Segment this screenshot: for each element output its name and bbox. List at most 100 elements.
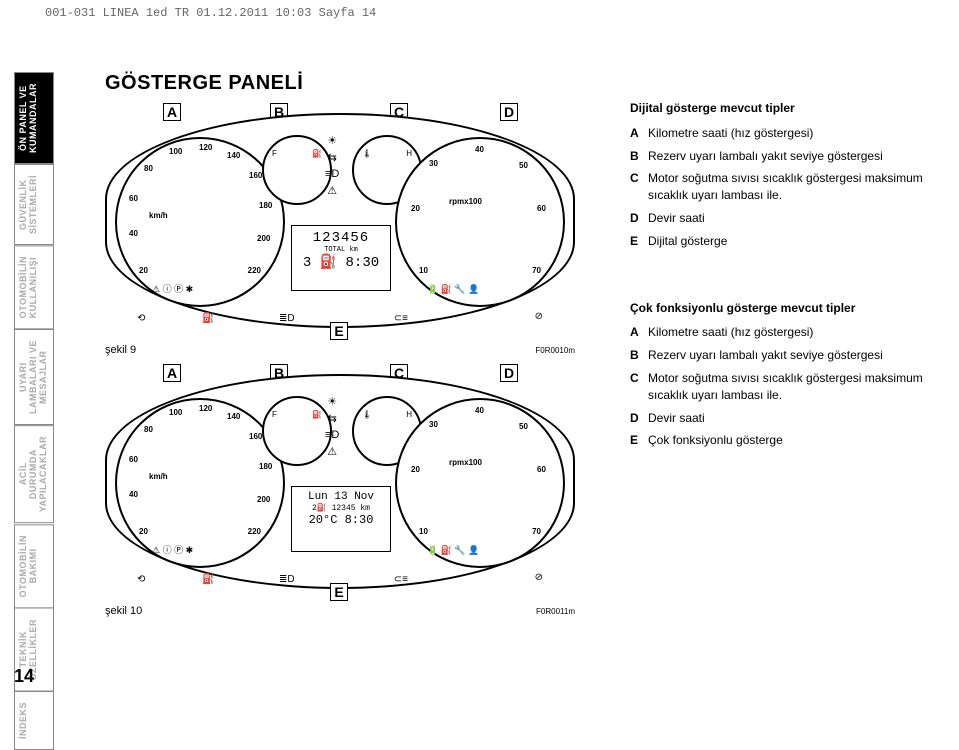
tick: 40 [475, 145, 484, 154]
tick: 60 [537, 204, 546, 213]
bottom-icon: ⊘ [535, 572, 543, 583]
item-text: Rezerv uyarı lambalı yakıt seviye göster… [648, 148, 883, 165]
warning-icons: ⚠ ⓘ Ⓟ ✱ [152, 543, 193, 556]
pointer-d: D [500, 364, 518, 382]
page-number: 14 [14, 666, 34, 687]
item-text: Rezerv uyarı lambalı yakıt seviye göster… [648, 347, 883, 364]
multi-display: Lun 13 Nov 2⛽ 12345 km 20°C 8:30 [291, 486, 391, 552]
tab-on-panel[interactable]: ÖN PANEL VEKUMANDALAR [14, 72, 54, 164]
bottom-icon: ⛽ [202, 313, 214, 324]
tacho-unit: rpmx100 [449, 197, 482, 206]
tab-uyari[interactable]: UYARILAMBALARI VEMESAJLAR [14, 329, 54, 425]
tachometer: rpmx100 10 20 30 40 50 60 70 🔋 ⛽ 🔧 👤 [395, 137, 565, 307]
tick: 140 [227, 412, 240, 421]
clock-line: 3 ⛽ 8:30 [296, 254, 386, 271]
list-item: CMotor soğutma sıvısı sıcaklık gösterges… [630, 370, 930, 404]
list-item: BRezerv uyarı lambalı yakıt seviye göste… [630, 148, 930, 165]
tick: 100 [169, 147, 182, 156]
list-item: CMotor soğutma sıvısı sıcaklık gösterges… [630, 170, 930, 204]
tick: 180 [259, 462, 272, 471]
bottom-icon: ⊂≡ [394, 574, 408, 585]
item-letter: A [630, 125, 648, 142]
tick: 70 [532, 266, 541, 275]
tick: 80 [144, 425, 153, 434]
digital-display: 123456 TOTAL km 3 ⛽ 8:30 [291, 225, 391, 291]
speedo-unit: km/h [149, 211, 168, 220]
item-text: Devir saati [648, 210, 705, 227]
list-item: EÇok fonksiyonlu gösterge [630, 432, 930, 449]
item-text: Devir saati [648, 410, 705, 427]
pointer-a: A [163, 103, 181, 121]
bottom-icon: ≣D [279, 574, 295, 585]
pointer-a: A [163, 364, 181, 382]
tick: 20 [411, 204, 420, 213]
tick: 10 [419, 527, 428, 536]
item-letter: C [630, 370, 648, 404]
item-letter: B [630, 347, 648, 364]
figure-ref: F0R0010m [535, 346, 575, 356]
item-text: Kilometre saati (hız göstergesi) [648, 324, 813, 341]
page-header: 001-031 LINEA 1ed TR 01.12.2011 10:03 Sa… [45, 6, 376, 20]
figure-caption: şekil 9 [105, 344, 136, 356]
warning-icons: 🔋 ⛽ 🔧 👤 [427, 284, 479, 295]
tab-guvenlik[interactable]: GÜVENLİKSİSTEMLERİ [14, 164, 54, 245]
tick: 200 [257, 234, 270, 243]
section-heading: Dijital gösterge mevcut tipler [630, 100, 930, 117]
tick: 30 [429, 159, 438, 168]
item-letter: C [630, 170, 648, 204]
tab-kullanilis[interactable]: OTOMOBİLİNKULLANILIŞI [14, 245, 54, 329]
tick: 20 [139, 527, 148, 536]
tick: 70 [532, 527, 541, 536]
item-text: Kilometre saati (hız göstergesi) [648, 125, 813, 142]
tick: 20 [139, 266, 148, 275]
item-text: Dijital gösterge [648, 233, 727, 250]
tick: 40 [475, 406, 484, 415]
bottom-icon: ⊂≡ [394, 313, 408, 324]
tacho-unit: rpmx100 [449, 458, 482, 467]
tick: 10 [419, 266, 428, 275]
bottom-icon: ≣D [279, 313, 295, 324]
pointer-e: E [330, 583, 348, 601]
temp-clock-line: 20°C 8:30 [296, 513, 386, 527]
tick: 80 [144, 164, 153, 173]
item-text: Motor soğutma sıvısı sıcaklık göstergesi… [648, 370, 930, 404]
list-item: DDevir saati [630, 210, 930, 227]
bottom-icon: ⛽ [202, 574, 214, 585]
total-label: TOTAL km [296, 246, 386, 254]
tick: 180 [259, 201, 272, 210]
item-letter: E [630, 233, 648, 250]
pointer-e: E [330, 322, 348, 340]
tick: 50 [519, 161, 528, 170]
item-letter: D [630, 410, 648, 427]
tick: 20 [411, 465, 420, 474]
fuel-gauge: F ⛽ [262, 396, 332, 466]
tick: 100 [169, 408, 182, 417]
tick: 120 [199, 143, 212, 152]
center-icons: ☀⇆≡D⚠ [325, 133, 339, 199]
bottom-icon: ⊘ [535, 311, 543, 322]
bottom-icon: ⟲ [137, 574, 145, 585]
tab-acil[interactable]: ACİLDURUMDAYAPILACAKLAR [14, 425, 54, 523]
warning-icons: 🔋 ⛽ 🔧 👤 [427, 545, 479, 556]
speedometer: km/h 20 40 60 80 100 120 140 160 180 200… [115, 137, 285, 307]
figure-ref: F0R0011m [536, 607, 575, 617]
tick: 220 [248, 527, 261, 536]
tick: 30 [429, 420, 438, 429]
warning-icons: ⚠ ⓘ Ⓟ ✱ [152, 282, 193, 295]
item-letter: A [630, 324, 648, 341]
item-letter: B [630, 148, 648, 165]
tick: 60 [129, 194, 138, 203]
odometer: 123456 [296, 230, 386, 246]
speedometer: km/h 20 40 60 80 100 120 140 160 180 200… [115, 398, 285, 568]
tick: 50 [519, 422, 528, 431]
center-icons: ☀⇆≡D⚠ [325, 394, 339, 460]
section-heading: Çok fonksiyonlu gösterge mevcut tipler [630, 300, 930, 317]
tab-indeks[interactable]: İNDEKS [14, 691, 54, 750]
tick: 40 [129, 490, 138, 499]
tachometer: rpmx100 10 20 30 40 50 60 70 🔋 ⛽ 🔧 👤 [395, 398, 565, 568]
tab-bakim[interactable]: OTOMOBİLİNBAKIMI [14, 524, 54, 608]
tick: 120 [199, 404, 212, 413]
speedo-unit: km/h [149, 472, 168, 481]
page-title: GÖSTERGE PANELİ [105, 72, 575, 95]
tick: 160 [249, 171, 262, 180]
